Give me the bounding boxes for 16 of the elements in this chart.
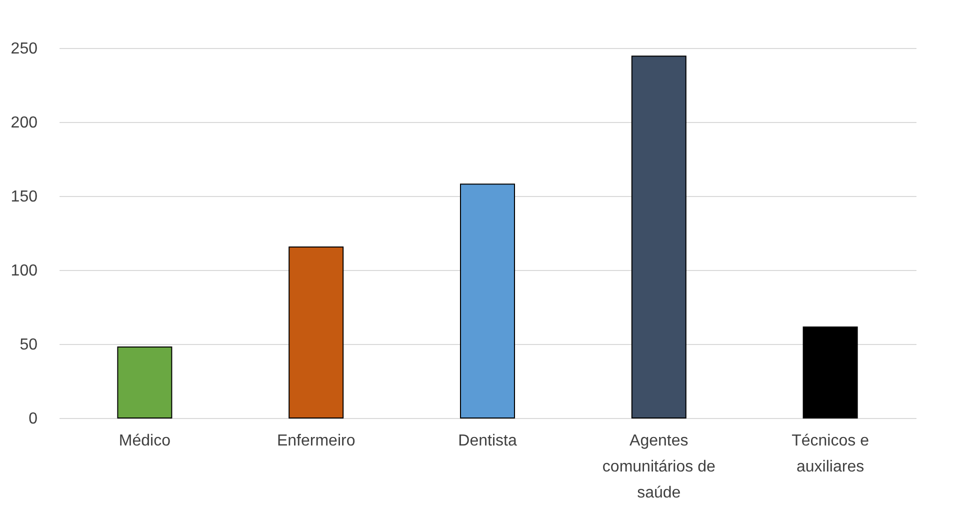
y-tick-label: 100 — [10, 262, 38, 280]
bar — [631, 56, 686, 418]
y-tick-label: 250 — [10, 40, 38, 58]
y-tick-label: 50 — [20, 336, 38, 354]
x-tick-label: Agentes comunitários de saúde — [602, 432, 716, 502]
x-tick-label: Técnicos e auxiliares — [792, 432, 870, 476]
x-tick-label: Enfermeiro — [276, 432, 356, 450]
y-tick-label: 150 — [10, 188, 38, 206]
x-tick-label: Dentista — [458, 432, 517, 450]
bar — [117, 346, 172, 418]
bar — [288, 246, 344, 418]
y-tick-label: 200 — [10, 114, 38, 132]
bar — [802, 326, 858, 418]
y-tick-label: 0 — [28, 410, 38, 428]
x-tick-label: Médico — [118, 432, 171, 450]
bar — [460, 184, 515, 418]
